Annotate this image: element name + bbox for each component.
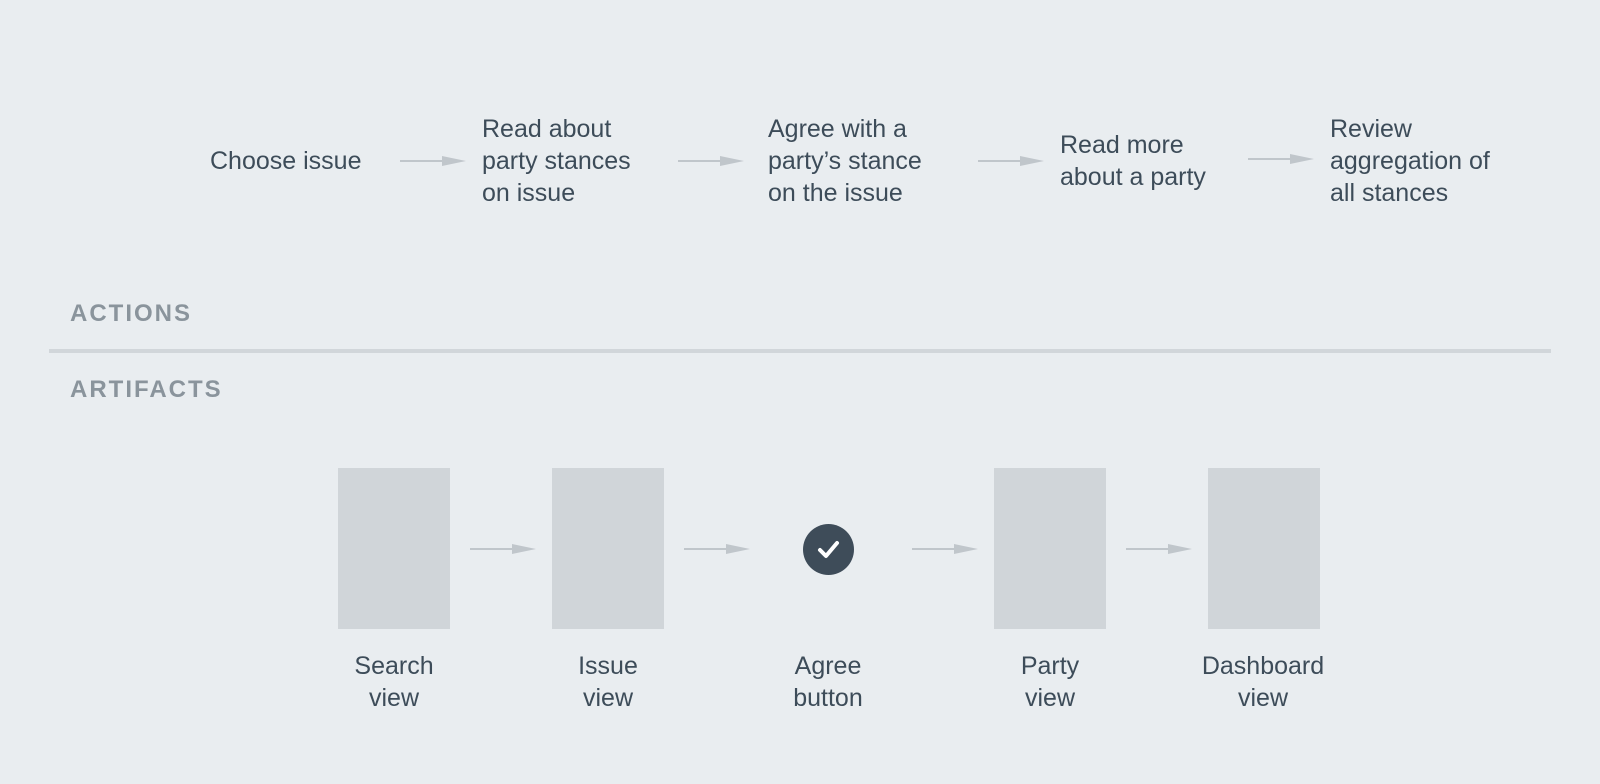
artifact-label-party-view: Party view [1020,652,1080,712]
artifact-label-dashboard-view: Dashboard view [1201,652,1325,712]
action-step-agree-stance: Agree with a party’s stance on the issue [768,115,922,207]
action-step-read-party-stances: Read about party stances on issue [482,115,631,207]
arrow-right-icon [400,156,466,166]
artifact-label-agree-button: Agree button [793,652,863,712]
arrow-right-icon [978,156,1044,166]
actions-heading: ACTIONS [70,300,192,327]
arrow-right-icon [678,156,744,166]
arrow-right-icon [684,544,750,554]
artifact-label-search-view: Search view [354,652,434,712]
action-step-review-aggregation: Review aggregation of all stances [1330,115,1490,207]
dashboard-view-placeholder [1208,468,1320,629]
arrow-right-icon [470,544,536,554]
issue-view-placeholder [552,468,664,629]
artifacts-heading: ARTIFACTS [70,376,223,403]
check-icon [803,524,854,575]
action-step-read-more-party: Read more about a party [1060,131,1206,191]
arrow-right-icon [912,544,978,554]
section-divider [49,349,1551,353]
party-view-placeholder [994,468,1106,629]
arrow-right-icon [1248,154,1314,164]
search-view-placeholder [338,468,450,629]
action-step-choose-issue: Choose issue [210,147,362,175]
artifact-label-issue-view: Issue view [578,652,638,712]
arrow-right-icon [1126,544,1192,554]
